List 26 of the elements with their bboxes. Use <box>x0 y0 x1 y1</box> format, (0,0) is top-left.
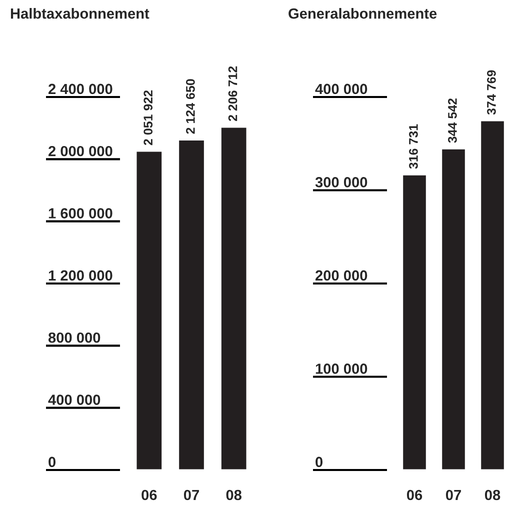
y-tick-label: 1 200 000 <box>48 270 112 281</box>
y-tick-label: 400 000 <box>48 394 100 405</box>
x-tick-label: 08 <box>226 490 242 500</box>
x-tick-label: 07 <box>184 490 199 500</box>
y-tick-label: 2 000 000 <box>48 146 112 156</box>
y-tick-label: 200 000 <box>316 270 368 281</box>
y-tick-label: 400 000 <box>315 84 368 94</box>
y-tick-label: 300 000 <box>315 177 368 188</box>
x-tick-label: 07 <box>446 490 461 500</box>
data-label: 2 051 922 <box>144 90 153 146</box>
x-tick-label: 06 <box>406 490 422 500</box>
data-label: 2 124 650 <box>186 79 195 134</box>
data-label: 344 542 <box>448 98 457 143</box>
y-tick-label: 800 000 <box>48 332 100 343</box>
y-tick-label: 1 600 000 <box>48 208 112 218</box>
y-tick-label: 2 400 000 <box>48 84 112 94</box>
data-label: 374 769 <box>487 70 496 115</box>
x-tick-label: 08 <box>484 490 500 500</box>
y-tick-label: 0 <box>48 456 56 468</box>
chart-title: Halbtaxabonnement <box>10 8 150 19</box>
data-label: 2 206 712 <box>228 66 238 122</box>
x-tick-label: 06 <box>142 490 157 500</box>
data-label: 316 731 <box>409 124 418 169</box>
chart-title: Generalabonnemente <box>288 8 437 19</box>
y-tick-label: 100 000 <box>316 364 368 374</box>
y-tick-label: 0 <box>316 456 323 468</box>
